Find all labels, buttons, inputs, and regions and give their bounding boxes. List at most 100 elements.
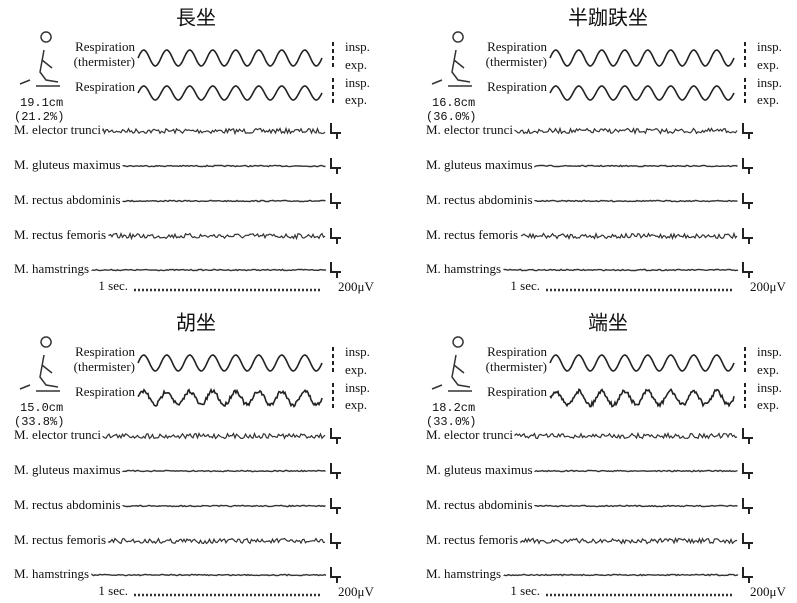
resp-label: Respiration	[487, 344, 547, 359]
phase-label: exp.	[757, 362, 779, 377]
sitting-height: 19.1cm	[20, 96, 63, 110]
scale-mark	[331, 428, 341, 444]
scale-mark	[743, 193, 753, 209]
emg-trace	[123, 470, 326, 471]
scale-mark	[331, 228, 341, 244]
resp-wave	[138, 390, 322, 407]
phase-label: insp.	[345, 380, 370, 395]
emg-trace	[123, 165, 326, 166]
phase-label: insp.	[757, 75, 782, 90]
resp-label: Respiration	[487, 384, 547, 399]
amplitude-scale-label: 200μV	[338, 584, 374, 599]
emg-trace	[535, 470, 738, 471]
scale-mark	[743, 428, 753, 444]
muscle-label: M. gluteus maximus	[426, 157, 533, 172]
resp-label: (thermister)	[74, 359, 135, 374]
scale-mark	[743, 158, 753, 174]
emg-trace	[521, 234, 737, 239]
muscle-label: M. rectus femoris	[426, 227, 518, 242]
phase-label: insp.	[757, 344, 782, 359]
emg-trace	[504, 269, 738, 270]
time-scale-label: 1 sec.	[510, 278, 540, 293]
time-scale-label: 1 sec.	[98, 278, 128, 293]
scale-mark	[331, 193, 341, 209]
muscle-label: M. hamstrings	[426, 261, 501, 276]
emg-trace	[103, 129, 325, 134]
muscle-label: M. rectus femoris	[426, 532, 518, 547]
sitting-height: 16.8cm	[432, 96, 475, 110]
amplitude-scale-label: 200μV	[750, 279, 786, 294]
emg-trace	[109, 539, 325, 544]
emg-trace	[504, 574, 738, 575]
panel: 半跏趺坐Respiration(thermister)Respirationin…	[426, 7, 786, 294]
muscle-label: M. rectus femoris	[14, 227, 106, 242]
scale-mark	[743, 228, 753, 244]
scale-mark	[743, 262, 753, 278]
resp-label: (thermister)	[486, 359, 547, 374]
figure: 長坐Respiration(thermister)Respirationinsp…	[0, 0, 797, 603]
phase-label: insp.	[345, 39, 370, 54]
panel: 胡坐Respiration(thermister)Respirationinsp…	[14, 312, 374, 599]
scale-mark	[331, 498, 341, 514]
resp-wave	[138, 86, 322, 100]
scale-mark	[743, 533, 753, 549]
panel-title: 長坐	[176, 7, 216, 30]
muscle-label: M. rectus femoris	[14, 532, 106, 547]
resp-label: Respiration	[75, 79, 135, 94]
emg-trace	[123, 505, 326, 506]
resp-wave	[138, 355, 322, 371]
scale-mark	[743, 567, 753, 583]
posture-icon	[20, 32, 60, 86]
muscle-label: M. elector trunci	[14, 427, 101, 442]
resp-wave	[550, 355, 734, 371]
phase-label: exp.	[757, 397, 779, 412]
muscle-label: M. elector trunci	[426, 122, 513, 137]
panel-title: 半跏趺坐	[568, 7, 648, 30]
phase-label: exp.	[345, 92, 367, 107]
posture-icon	[20, 337, 60, 391]
scale-mark	[331, 567, 341, 583]
panel: 長坐Respiration(thermister)Respirationinsp…	[14, 7, 374, 294]
resp-label: Respiration	[75, 39, 135, 54]
scale-mark	[331, 262, 341, 278]
muscle-label: M. hamstrings	[14, 261, 89, 276]
panel: 端坐Respiration(thermister)Respirationinsp…	[426, 312, 786, 599]
muscle-label: M. hamstrings	[14, 566, 89, 581]
scale-mark	[331, 123, 341, 139]
emg-trace	[535, 505, 738, 506]
resp-label: (thermister)	[486, 54, 547, 69]
muscle-label: M. elector trunci	[14, 122, 101, 137]
muscle-label: M. rectus abdominis	[14, 192, 121, 207]
phase-label: exp.	[345, 397, 367, 412]
emg-trace	[515, 434, 737, 439]
muscle-label: M. rectus abdominis	[426, 192, 533, 207]
resp-label: Respiration	[487, 39, 547, 54]
scale-mark	[331, 533, 341, 549]
emg-trace	[103, 434, 325, 439]
amplitude-scale-label: 200μV	[338, 279, 374, 294]
resp-wave	[550, 50, 734, 66]
muscle-label: M. rectus abdominis	[426, 497, 533, 512]
phase-label: insp.	[757, 380, 782, 395]
emg-trace	[515, 129, 737, 134]
emg-trace	[92, 574, 326, 575]
emg-trace	[123, 200, 326, 201]
phase-label: exp.	[757, 92, 779, 107]
emg-trace	[521, 539, 737, 544]
resp-wave	[550, 389, 734, 406]
posture-icon	[432, 337, 472, 391]
posture-icon	[432, 32, 472, 86]
scale-mark	[743, 463, 753, 479]
sitting-height: 15.0cm	[20, 401, 63, 415]
time-scale-label: 1 sec.	[98, 583, 128, 598]
emg-trace	[109, 234, 325, 239]
panel-title: 胡坐	[176, 312, 216, 335]
scale-mark	[331, 158, 341, 174]
emg-trace	[535, 165, 738, 166]
resp-label: (thermister)	[74, 54, 135, 69]
muscle-label: M. gluteus maximus	[14, 462, 121, 477]
muscle-label: M. gluteus maximus	[14, 157, 121, 172]
muscle-label: M. hamstrings	[426, 566, 501, 581]
phase-label: insp.	[345, 75, 370, 90]
muscle-label: M. gluteus maximus	[426, 462, 533, 477]
